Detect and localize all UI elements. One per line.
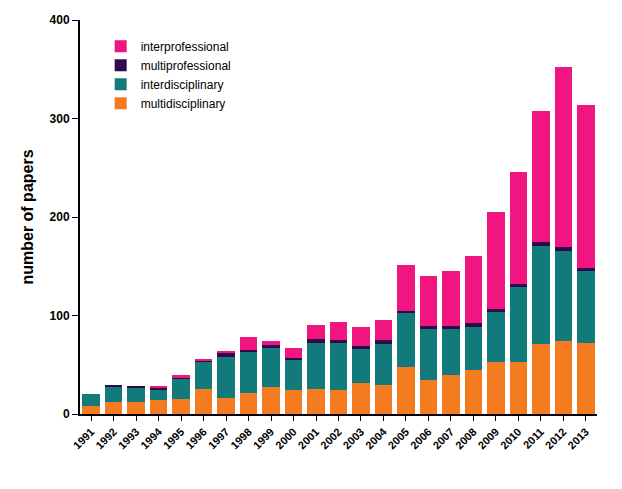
svg-text:2007: 2007 (430, 426, 456, 452)
svg-text:2001: 2001 (296, 426, 322, 452)
svg-text:2010: 2010 (498, 426, 524, 452)
svg-text:2011: 2011 (521, 426, 546, 451)
svg-text:interprofessional: interprofessional (141, 40, 229, 54)
svg-text:interdisciplinary: interdisciplinary (141, 78, 224, 92)
svg-text:number of papers: number of papers (19, 149, 36, 284)
svg-text:300: 300 (50, 112, 70, 126)
svg-text:2008: 2008 (453, 426, 479, 452)
svg-text:2012: 2012 (543, 426, 569, 452)
svg-text:2000: 2000 (273, 426, 299, 452)
svg-text:100: 100 (50, 309, 70, 323)
svg-text:1993: 1993 (116, 426, 142, 452)
svg-text:multidisciplinary: multidisciplinary (141, 97, 226, 111)
svg-text:1994: 1994 (138, 425, 164, 451)
svg-text:1997: 1997 (206, 426, 232, 452)
svg-text:1998: 1998 (228, 426, 254, 452)
svg-text:2005: 2005 (385, 426, 411, 452)
svg-text:2009: 2009 (475, 426, 501, 452)
svg-text:1992: 1992 (93, 426, 119, 452)
svg-text:1996: 1996 (183, 426, 209, 452)
svg-text:2004: 2004 (363, 425, 389, 451)
svg-text:200: 200 (50, 210, 70, 224)
svg-text:2013: 2013 (565, 426, 591, 452)
svg-text:2002: 2002 (318, 426, 344, 452)
svg-text:0: 0 (63, 407, 70, 421)
svg-text:2003: 2003 (340, 426, 366, 452)
svg-text:1991: 1991 (71, 426, 97, 452)
svg-text:1999: 1999 (251, 426, 277, 452)
svg-text:1995: 1995 (161, 426, 187, 452)
svg-text:2006: 2006 (408, 426, 434, 452)
svg-text:multiprofessional: multiprofessional (141, 59, 231, 73)
svg-text:400: 400 (50, 13, 70, 27)
